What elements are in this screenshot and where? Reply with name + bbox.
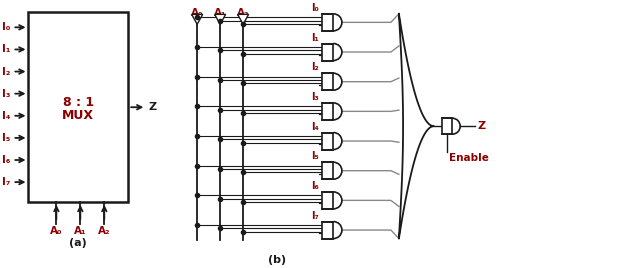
Bar bbox=[322, 133, 333, 150]
Text: I₁: I₁ bbox=[311, 32, 319, 43]
Text: Z: Z bbox=[477, 121, 485, 131]
Polygon shape bbox=[237, 14, 248, 24]
Bar bbox=[322, 14, 333, 31]
Text: A₀: A₀ bbox=[50, 226, 63, 236]
Polygon shape bbox=[399, 14, 434, 239]
Text: A₁: A₁ bbox=[74, 226, 86, 236]
Text: I₆: I₆ bbox=[311, 181, 319, 191]
Text: A₀: A₀ bbox=[191, 8, 204, 18]
Polygon shape bbox=[191, 14, 203, 24]
Bar bbox=[322, 222, 333, 239]
Text: I₇: I₇ bbox=[311, 211, 319, 221]
Text: I₆: I₆ bbox=[2, 155, 10, 165]
Text: I₇: I₇ bbox=[2, 177, 10, 187]
Text: I₃: I₃ bbox=[2, 89, 10, 99]
Text: I₂: I₂ bbox=[311, 62, 319, 72]
Text: MUX: MUX bbox=[62, 109, 94, 122]
Text: I₅: I₅ bbox=[311, 151, 319, 161]
Text: I₀: I₀ bbox=[311, 3, 319, 13]
Text: I₅: I₅ bbox=[2, 133, 10, 143]
Polygon shape bbox=[214, 14, 226, 24]
Bar bbox=[28, 12, 128, 202]
Bar bbox=[322, 73, 333, 90]
Text: Enable: Enable bbox=[449, 153, 489, 163]
Text: I₁: I₁ bbox=[2, 44, 10, 54]
Text: Z: Z bbox=[148, 102, 156, 112]
Bar bbox=[322, 103, 333, 120]
Text: I₀: I₀ bbox=[2, 22, 10, 32]
Text: 8 : 1: 8 : 1 bbox=[63, 96, 94, 109]
Text: I₄: I₄ bbox=[2, 111, 10, 121]
Text: I₄: I₄ bbox=[311, 122, 319, 132]
Text: (a): (a) bbox=[70, 238, 87, 248]
Bar bbox=[322, 43, 333, 61]
Text: I₃: I₃ bbox=[311, 92, 319, 102]
Text: (b): (b) bbox=[268, 255, 286, 265]
Text: A₁: A₁ bbox=[214, 8, 227, 18]
Bar bbox=[442, 118, 452, 134]
Text: A₂: A₂ bbox=[98, 226, 111, 236]
Text: I₂: I₂ bbox=[2, 66, 10, 77]
Bar bbox=[322, 162, 333, 179]
Text: A₂: A₂ bbox=[237, 8, 250, 18]
Bar bbox=[322, 192, 333, 209]
